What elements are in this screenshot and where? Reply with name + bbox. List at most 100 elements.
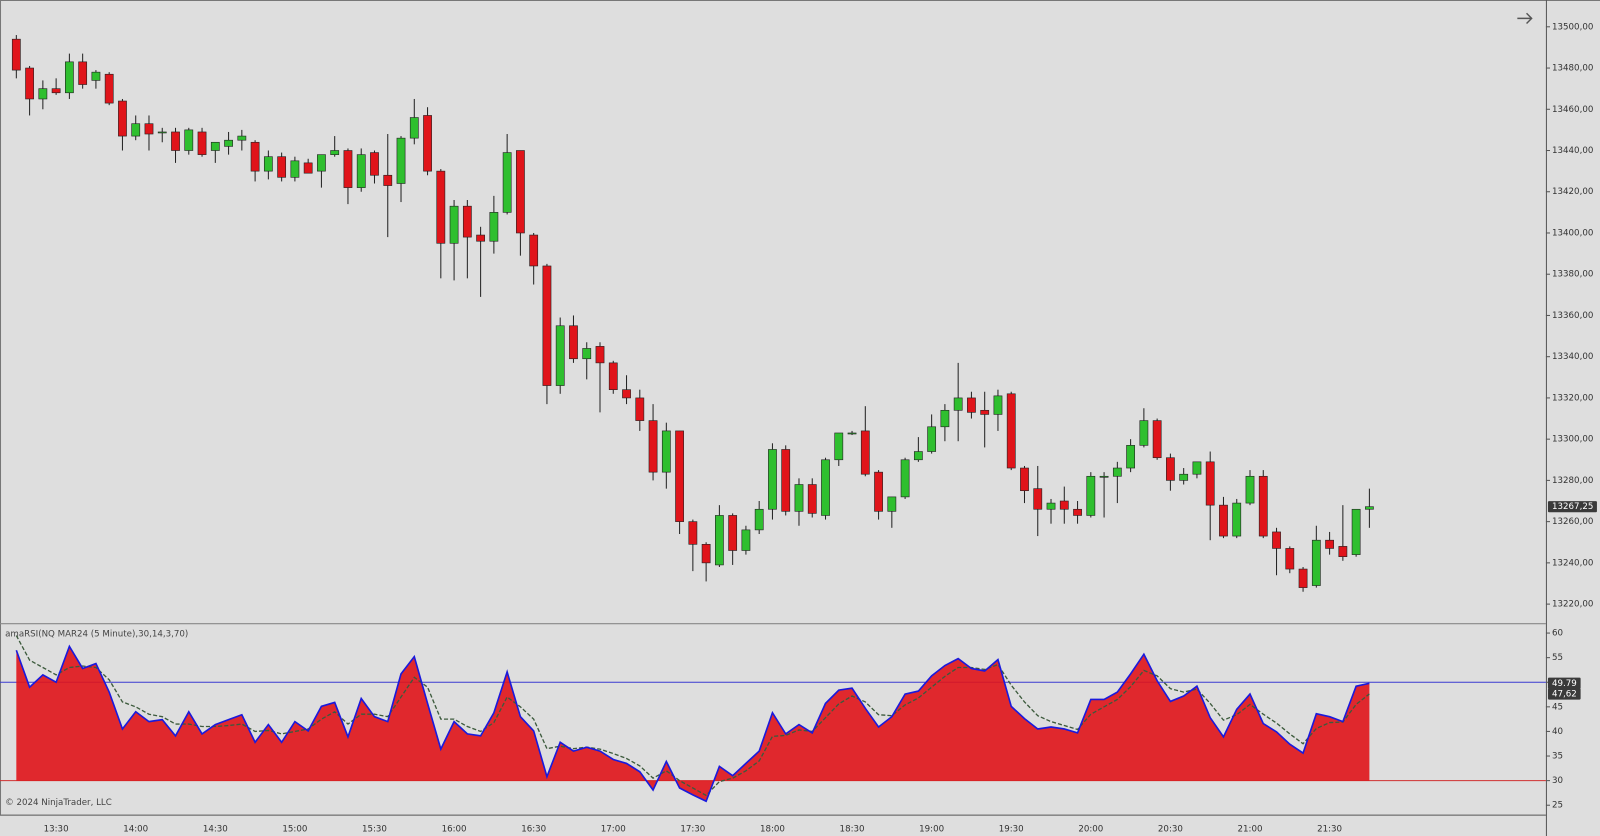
candle-body <box>210 141 220 151</box>
y-tick-label: 55 <box>1552 653 1563 663</box>
x-tick-label: 20:00 <box>1078 824 1103 834</box>
candle-body <box>821 459 830 516</box>
candle-body <box>1020 467 1029 492</box>
candle-body <box>171 131 180 151</box>
y-tick-label: 40 <box>1552 727 1563 737</box>
candle-body <box>860 430 870 475</box>
candle-body <box>635 397 645 421</box>
candle-body <box>661 430 671 473</box>
candle-body <box>263 156 273 172</box>
x-tick-label: 16:00 <box>442 824 467 834</box>
x-tick-label: 16:30 <box>521 824 546 834</box>
candle-body <box>1139 420 1149 446</box>
candle-body <box>423 115 432 172</box>
candle-body <box>476 234 486 242</box>
candle-body <box>104 73 114 104</box>
candle-body <box>11 38 21 71</box>
candle-body <box>993 395 1003 415</box>
value-box-label: 49.79 <box>1552 679 1577 689</box>
y-tick-label: 60 <box>1552 629 1563 639</box>
candle-body <box>569 325 578 360</box>
candle-body <box>608 362 618 390</box>
oversold-fill <box>16 646 1370 802</box>
candle-body <box>409 117 419 139</box>
candle-body <box>290 160 300 178</box>
candle-body <box>754 508 764 531</box>
candle-body <box>529 234 539 267</box>
y-tick-label: 13260,00 <box>1552 517 1593 527</box>
value-box <box>1547 501 1597 513</box>
candle-body <box>91 71 101 81</box>
y-tick-label: 13240,00 <box>1552 558 1593 568</box>
candle-body <box>1166 457 1175 481</box>
y-tick-label: 13320,00 <box>1552 393 1593 403</box>
y-tick-label: 25 <box>1552 801 1563 811</box>
y-tick-label: 13300,00 <box>1552 435 1593 445</box>
candle-body <box>1179 473 1189 481</box>
candle-body <box>927 426 937 452</box>
candle-body <box>383 174 393 186</box>
candle-body <box>303 162 313 174</box>
candle-body <box>940 409 950 428</box>
candle-body <box>595 346 605 364</box>
candle-body <box>980 409 990 415</box>
candle-body <box>741 529 751 551</box>
candle-body <box>118 100 127 137</box>
x-tick-label: 21:30 <box>1317 824 1342 834</box>
candle-body <box>462 205 472 238</box>
x-tick-label: 17:00 <box>601 824 626 834</box>
value-box-label: 47,62 <box>1552 689 1577 699</box>
y-tick-label: 45 <box>1552 702 1563 712</box>
candle-body <box>184 129 194 151</box>
candle-body <box>38 88 48 100</box>
y-tick-label: 13400,00 <box>1552 228 1593 238</box>
x-tick-label: 17:30 <box>680 824 705 834</box>
candle-body <box>224 139 233 147</box>
candle-body <box>157 131 167 134</box>
y-tick-label: 13220,00 <box>1552 600 1593 610</box>
y-tick-label: 13340,00 <box>1552 352 1593 362</box>
candle-body <box>1033 488 1043 510</box>
value-box <box>1547 677 1581 689</box>
candle-body <box>1126 445 1135 469</box>
candle-body <box>715 515 724 566</box>
x-tick-label: 19:00 <box>919 824 944 834</box>
y-tick-label: 30 <box>1552 776 1563 786</box>
candle-body <box>582 348 592 360</box>
candle-body <box>1112 467 1122 477</box>
collapse-arrow[interactable] <box>1517 12 1533 24</box>
candle-body <box>436 170 446 244</box>
candle-body <box>728 515 738 551</box>
y-tick-label: 13380,00 <box>1552 270 1593 280</box>
candle-body <box>343 150 353 188</box>
candle-body <box>144 123 154 135</box>
candle-body <box>794 484 804 512</box>
candle-body <box>330 150 340 155</box>
candle-body <box>1365 506 1374 510</box>
candle-body <box>449 205 459 244</box>
candle-body <box>51 88 61 94</box>
candle-body <box>900 459 910 498</box>
candle-body <box>622 389 631 399</box>
candle-body <box>781 449 791 512</box>
copyright: © 2024 NinjaTrader, LLC <box>5 798 112 808</box>
candle-body <box>131 123 141 137</box>
value-box-label: 13267,25 <box>1552 502 1593 512</box>
x-tick-label: 19:30 <box>999 824 1024 834</box>
candle-body <box>250 141 260 172</box>
candle-body <box>542 265 552 386</box>
candle-body <box>768 449 777 510</box>
candle-body <box>834 432 844 461</box>
y-tick-label: 13500,00 <box>1552 22 1593 32</box>
candle-body <box>887 496 897 512</box>
y-tick-label: 13360,00 <box>1552 311 1593 321</box>
indicator-line <box>15 644 1370 803</box>
candle-body <box>648 420 658 473</box>
candle-body <box>277 156 287 178</box>
candle-body <box>502 152 512 213</box>
y-tick-label: 13280,00 <box>1552 476 1593 486</box>
candle-body <box>874 471 883 512</box>
